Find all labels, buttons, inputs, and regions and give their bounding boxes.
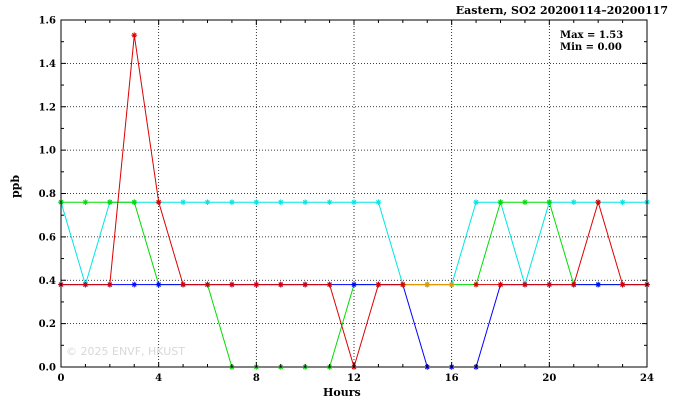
data-point [180, 199, 186, 205]
data-point [351, 281, 357, 288]
data-point [595, 199, 601, 205]
y-tick-label: 0.6 [39, 232, 56, 243]
data-point [546, 281, 553, 288]
max-stat: Max = 1.53 [560, 30, 624, 41]
y-tick-label: 1.4 [39, 59, 56, 70]
data-point [619, 199, 626, 205]
data-point [180, 281, 186, 288]
data-point [497, 199, 504, 205]
data-point [277, 199, 284, 205]
data-point [107, 199, 113, 205]
y-tick-label: 1.2 [39, 102, 56, 113]
axis-ticks: 0 4 8 12 16 20 24 0.0 0.2 0.4 0.6 0.8 1.0 1.2 1.4 1.6 [39, 16, 654, 385]
data-point [595, 281, 601, 288]
data-point [473, 281, 479, 288]
x-tick-label: 16 [445, 373, 459, 384]
x-tick-label: 8 [253, 373, 260, 384]
data-point [400, 281, 406, 288]
data-point [155, 281, 162, 288]
data-point [424, 281, 431, 288]
data-point [277, 281, 284, 288]
y-axis-label: ppb [9, 174, 23, 199]
data-point [351, 199, 357, 205]
data-point [204, 281, 211, 288]
series-group [400, 281, 455, 288]
x-tick-label: 12 [347, 373, 361, 384]
y-tick-label: 1.6 [39, 16, 56, 27]
data-point [131, 199, 138, 205]
data-point [253, 281, 260, 288]
data-point [204, 199, 211, 205]
x-tick-label: 4 [155, 373, 162, 384]
data-point [326, 199, 333, 205]
data-point [570, 199, 577, 205]
x-tick-label: 20 [542, 373, 556, 384]
y-tick-label: 1.0 [39, 146, 56, 157]
data-point [131, 281, 138, 288]
x-tick-label: 24 [640, 373, 654, 384]
data-point [229, 281, 235, 288]
y-tick-label: 0.0 [39, 363, 56, 374]
grid-lines [61, 20, 647, 367]
series-line [476, 200, 647, 286]
stats-box: Max = 1.53 Min = 0.00 [560, 30, 623, 54]
x-axis-label: Hours [323, 386, 361, 399]
y-tick-label: 0.4 [39, 276, 56, 287]
data-point [155, 199, 162, 205]
chart-title: Eastern, SO2 20200114–20200117 [455, 4, 668, 17]
data-point [522, 199, 528, 205]
data-point [326, 281, 333, 288]
data-point [375, 281, 382, 288]
data-point [131, 32, 138, 38]
min-stat: Min = 0.00 [560, 42, 622, 53]
watermark: © 2025 ENVF, HKUST [66, 345, 185, 358]
series-lines [58, 32, 650, 370]
data-point [619, 281, 626, 288]
y-tick-label: 0.2 [39, 319, 56, 330]
data-point [302, 281, 308, 288]
data-point [570, 281, 577, 288]
x-tick-label: 0 [58, 373, 65, 384]
data-point [473, 199, 479, 205]
data-point [82, 199, 89, 205]
data-point [375, 199, 382, 205]
y-tick-label: 0.8 [39, 189, 56, 200]
data-point [546, 199, 553, 205]
data-point [229, 199, 235, 205]
data-point [82, 281, 89, 288]
data-point [302, 199, 308, 205]
data-point [253, 199, 260, 205]
data-point [448, 281, 455, 288]
data-point [107, 281, 113, 288]
data-point [522, 281, 528, 288]
data-point [497, 281, 504, 288]
